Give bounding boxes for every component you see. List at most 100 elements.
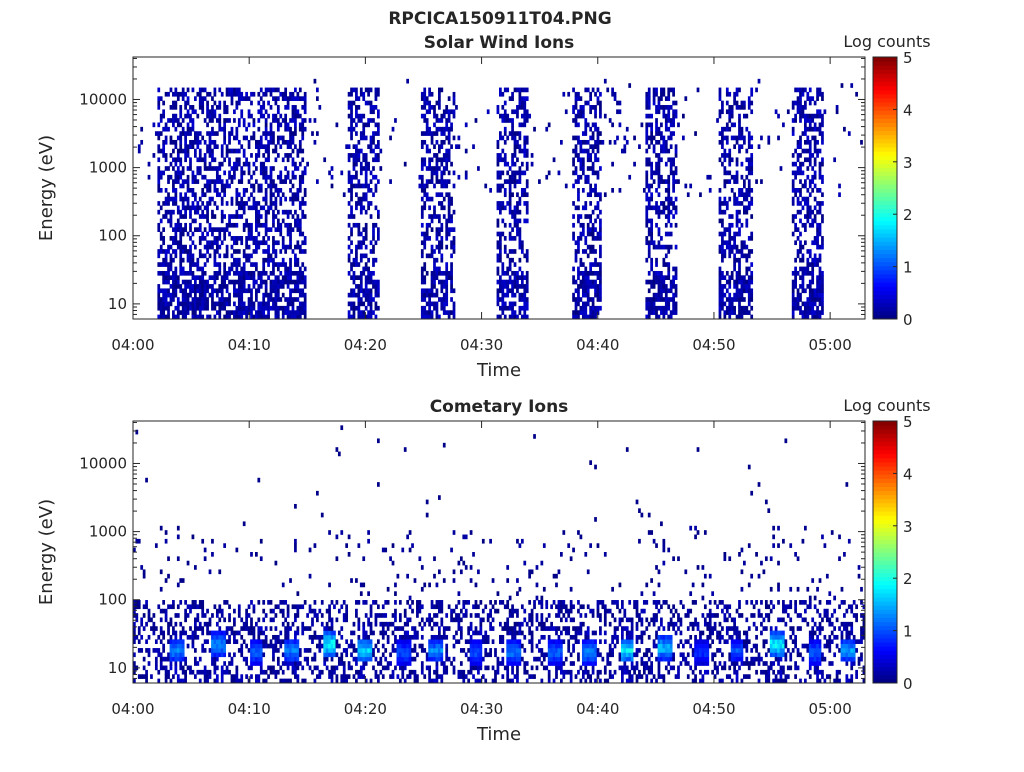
data-cell: [440, 205, 443, 210]
data-cell: [162, 280, 165, 285]
data-cell: [575, 136, 578, 141]
data-cell: [745, 175, 748, 180]
data-cell: [811, 271, 814, 276]
data-cell: [216, 609, 219, 614]
data-cell: [584, 214, 587, 219]
data-cell: [665, 214, 668, 219]
data-cell: [584, 118, 587, 123]
data-cell: [448, 136, 451, 141]
data-cell: [204, 297, 207, 302]
data-cell: [819, 232, 822, 237]
data-cell: [299, 310, 302, 315]
data-cell: [170, 622, 173, 627]
data-cell: [184, 101, 187, 106]
data-cell: [501, 280, 504, 285]
data-cell: [653, 96, 656, 101]
data-cell: [650, 232, 653, 237]
data-cell: [443, 302, 446, 307]
data-cell: [353, 101, 356, 106]
data-cell: [465, 149, 468, 154]
data-cell: [218, 179, 221, 184]
data-cell: [523, 88, 526, 93]
data-cell: [282, 219, 285, 224]
data-cell: [814, 219, 817, 224]
data-cell: [648, 271, 651, 276]
data-cell: [497, 175, 500, 180]
data-cell: [275, 254, 278, 259]
data-cell: [184, 136, 187, 141]
data-cell: [799, 118, 802, 123]
data-cell: [519, 219, 522, 224]
data-cell: [262, 131, 265, 136]
data-cell: [453, 114, 456, 119]
data-cell: [167, 275, 170, 280]
data-cell: [260, 271, 263, 276]
data-cell: [367, 188, 370, 193]
data-cell: [799, 245, 802, 250]
data-cell: [431, 293, 434, 298]
data-cell: [245, 609, 248, 614]
data-cell: [157, 302, 160, 307]
data-cell: [448, 271, 451, 276]
data-cell: [140, 565, 143, 570]
data-cell: [277, 275, 280, 280]
data-cell: [238, 609, 241, 614]
data-cell: [809, 284, 812, 289]
data-cell: [296, 288, 299, 293]
data-cell: [375, 258, 378, 263]
data-cell: [275, 227, 278, 232]
data-cell: [192, 179, 195, 184]
data-cell: [233, 635, 236, 640]
data-cell: [262, 105, 265, 110]
data-cell: [655, 310, 658, 315]
data-cell: [182, 149, 185, 154]
data-cell: [262, 262, 265, 267]
data-cell: [645, 123, 648, 128]
data-cell: [284, 306, 287, 311]
data-cell: [265, 131, 268, 136]
data-cell: [350, 109, 353, 114]
data-cell: [218, 297, 221, 302]
data-cell: [501, 293, 504, 298]
data-cell: [253, 661, 256, 666]
data-cell: [248, 297, 251, 302]
data-cell: [731, 306, 734, 311]
data-cell: [350, 105, 353, 110]
data-cell: [201, 293, 204, 298]
data-cell: [816, 275, 819, 280]
data-cell: [655, 223, 658, 228]
data-cell: [799, 232, 802, 237]
data-cell: [250, 205, 253, 210]
data-cell: [201, 539, 204, 544]
data-cell: [214, 144, 217, 149]
data-cell: [233, 214, 236, 219]
data-cell: [265, 249, 268, 254]
data-cell: [228, 140, 231, 145]
data-cell: [509, 118, 512, 123]
data-cell: [453, 210, 456, 215]
data-cell: [177, 674, 180, 679]
data-cell: [370, 310, 373, 315]
data-cell: [157, 604, 160, 609]
data-cell: [792, 302, 795, 307]
data-cell: [177, 149, 180, 154]
data-cell: [738, 271, 741, 276]
data-cell: [526, 114, 529, 119]
data-cell: [157, 101, 160, 106]
data-cell: [211, 232, 214, 237]
data-cell: [660, 144, 663, 149]
data-cell: [177, 123, 180, 128]
data-cell: [497, 258, 500, 263]
data-cell: [592, 171, 595, 176]
data-cell: [421, 131, 424, 136]
data-cell: [653, 302, 656, 307]
data-cell: [355, 245, 358, 250]
data-cell: [189, 118, 192, 123]
data-cell: [199, 197, 202, 202]
data-cell: [184, 223, 187, 228]
data-cell: [218, 254, 221, 259]
data-cell: [721, 306, 724, 311]
data-cell: [267, 644, 270, 649]
data-cell: [377, 157, 380, 162]
data-cell: [809, 288, 812, 293]
